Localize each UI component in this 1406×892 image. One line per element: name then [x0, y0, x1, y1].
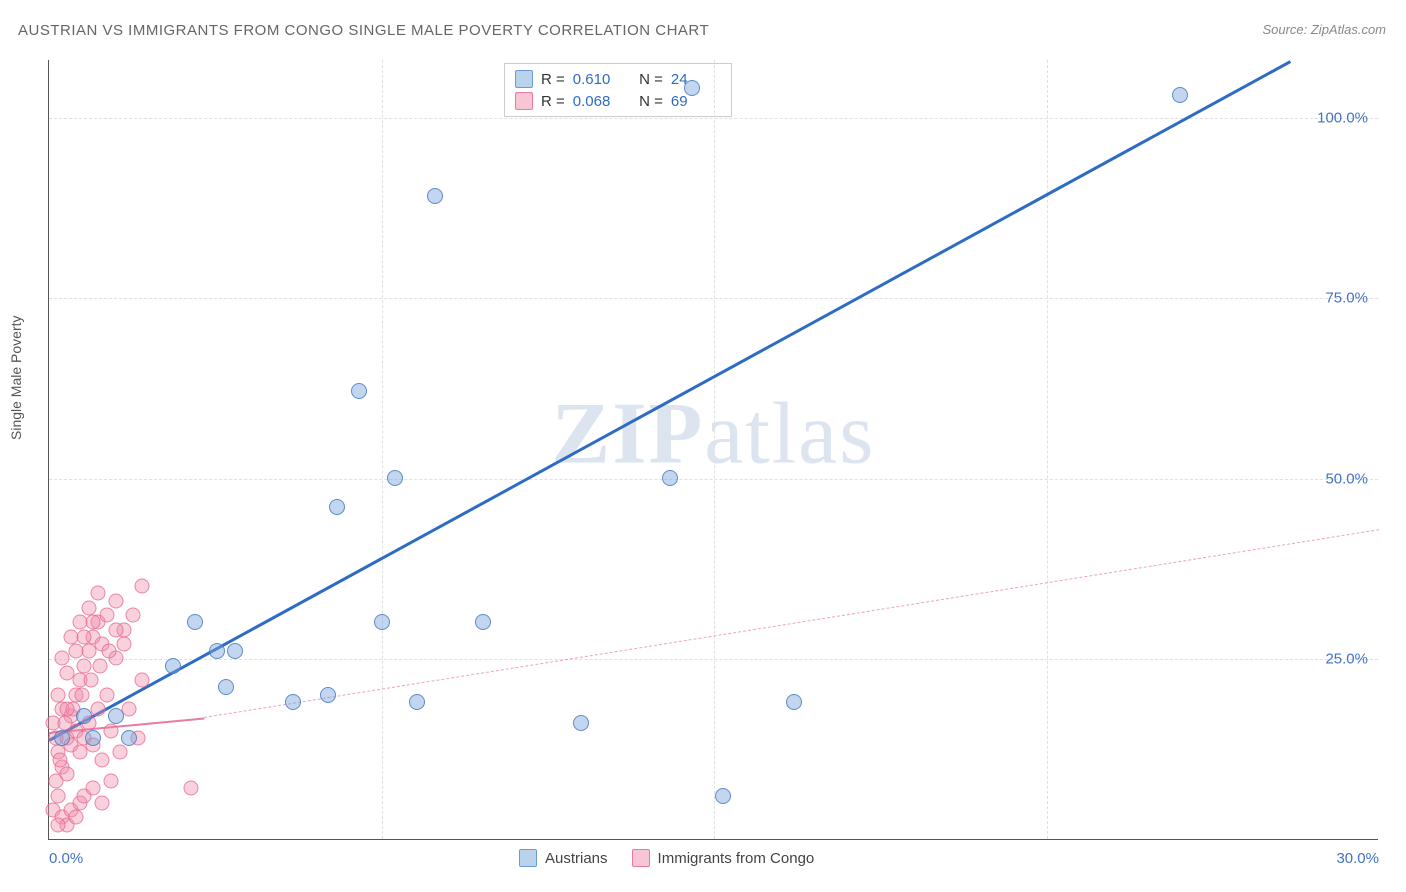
data-point: [75, 687, 90, 702]
data-point: [108, 622, 123, 637]
data-point: [187, 614, 203, 630]
legend-item: Immigrants from Congo: [632, 849, 815, 867]
data-point: [68, 644, 83, 659]
legend-label: Austrians: [545, 850, 608, 867]
r-label: R =: [541, 71, 565, 88]
data-point: [59, 702, 74, 717]
data-point: [77, 658, 92, 673]
data-point: [73, 615, 88, 630]
data-point: [77, 629, 92, 644]
data-point: [409, 694, 425, 710]
data-point: [64, 629, 79, 644]
data-point: [135, 673, 150, 688]
data-point: [90, 702, 105, 717]
data-point: [126, 608, 141, 623]
data-point: [53, 752, 68, 767]
data-point: [573, 715, 589, 731]
y-tick-label: 50.0%: [1325, 470, 1368, 487]
data-point: [99, 608, 114, 623]
data-point: [183, 781, 198, 796]
gridline-v: [1047, 60, 1048, 839]
data-point: [104, 774, 119, 789]
source-label: Source: ZipAtlas.com: [1262, 22, 1386, 37]
data-point: [50, 687, 65, 702]
data-point: [55, 651, 70, 666]
data-point: [427, 188, 443, 204]
data-point: [121, 730, 137, 746]
y-tick-label: 100.0%: [1317, 109, 1368, 126]
data-point: [85, 730, 101, 746]
data-point: [374, 614, 390, 630]
data-point: [108, 708, 124, 724]
data-point: [50, 817, 65, 832]
data-point: [1172, 87, 1188, 103]
legend-swatch: [515, 70, 533, 88]
legend-swatch: [515, 92, 533, 110]
r-label: R =: [541, 93, 565, 110]
data-point: [684, 80, 700, 96]
n-label: N =: [631, 71, 663, 88]
legend-swatch: [519, 849, 537, 867]
y-tick-label: 75.0%: [1325, 290, 1368, 307]
plot-area: ZIPatlas R = 0.610 N = 24R = 0.068 N = 6…: [48, 60, 1378, 840]
data-point: [76, 708, 92, 724]
data-point: [81, 600, 96, 615]
data-point: [86, 781, 101, 796]
data-point: [218, 679, 234, 695]
gridline-v: [714, 60, 715, 839]
x-tick-label: 0.0%: [49, 850, 83, 867]
data-point: [112, 745, 127, 760]
r-value: 0.068: [573, 93, 623, 110]
data-point: [209, 643, 225, 659]
legend-swatch: [632, 849, 650, 867]
r-value: 0.610: [573, 71, 623, 88]
data-point: [84, 673, 99, 688]
x-tick-label: 30.0%: [1336, 850, 1379, 867]
data-point: [68, 810, 83, 825]
legend-item: Austrians: [519, 849, 608, 867]
data-point: [387, 470, 403, 486]
data-point: [59, 665, 74, 680]
legend-label: Immigrants from Congo: [658, 850, 815, 867]
data-point: [50, 788, 65, 803]
data-point: [285, 694, 301, 710]
data-point: [90, 586, 105, 601]
data-point: [99, 687, 114, 702]
legend-series: Austrians Immigrants from Congo: [519, 849, 814, 867]
data-point: [121, 702, 136, 717]
data-point: [227, 643, 243, 659]
data-point: [104, 723, 119, 738]
data-point: [165, 658, 181, 674]
data-point: [95, 752, 110, 767]
data-point: [101, 644, 116, 659]
data-point: [57, 716, 72, 731]
data-point: [54, 730, 70, 746]
data-point: [475, 614, 491, 630]
trend-line: [48, 60, 1291, 742]
data-point: [715, 788, 731, 804]
data-point: [320, 687, 336, 703]
gridline-v: [382, 60, 383, 839]
data-point: [329, 499, 345, 515]
data-point: [92, 658, 107, 673]
data-point: [135, 579, 150, 594]
n-label: N =: [631, 93, 663, 110]
data-point: [662, 470, 678, 486]
data-point: [786, 694, 802, 710]
data-point: [117, 637, 132, 652]
data-point: [351, 383, 367, 399]
chart-title: AUSTRIAN VS IMMIGRANTS FROM CONGO SINGLE…: [18, 22, 709, 39]
data-point: [59, 767, 74, 782]
y-axis-label: Single Male Poverty: [8, 315, 24, 440]
data-point: [108, 593, 123, 608]
data-point: [95, 795, 110, 810]
y-tick-label: 25.0%: [1325, 651, 1368, 668]
